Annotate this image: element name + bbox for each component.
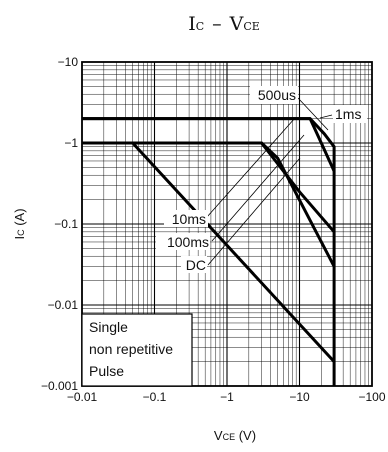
x-tick-labels: −0.01 −0.1 −1 −10 −100: [67, 390, 386, 404]
annotation-dc: DC: [181, 256, 207, 273]
y-axis-label-unit: (A): [12, 208, 27, 229]
label-bg-100ms: [156, 233, 210, 250]
x-axis-label-main: V: [214, 428, 223, 443]
y-tick-labels: −10 −1 −0.1 −0.01 −0.001: [41, 55, 78, 393]
series-line-1ms: [82, 117, 336, 172]
y-tick-label: −10: [58, 55, 79, 69]
chart-title: IC – VCE: [188, 13, 260, 35]
legend-line-2: non repetitive: [89, 341, 173, 357]
label-100ms: 100ms: [167, 234, 209, 250]
x-axis-label-unit: (V): [235, 428, 256, 443]
annotation-100ms: 100ms: [156, 233, 210, 250]
legend-bg: [81, 313, 193, 387]
legend-line-1: Single: [89, 319, 128, 335]
y-tick-label: −0.001: [41, 379, 78, 393]
legend-box: Single non repetitive Pulse: [81, 313, 193, 387]
label-10ms: 10ms: [172, 211, 206, 227]
y-axis-label: IC (A): [12, 208, 27, 239]
x-axis-label-sub: CE: [223, 432, 236, 442]
y-axis-label-sub: C: [16, 229, 26, 236]
annotation-1ms: 1ms: [333, 105, 367, 123]
label-1ms: 1ms: [335, 106, 361, 122]
leader-100ms: [211, 134, 305, 242]
title-suffix-sub: CE: [243, 20, 259, 33]
leader-dc: [207, 157, 301, 266]
label-500us: 500us: [258, 87, 296, 103]
leader-1ms: [319, 114, 333, 119]
annotation-leaders: [206, 97, 333, 266]
soa-curves: [82, 117, 336, 386]
title-dash: –: [212, 13, 222, 35]
leader-10ms: [206, 117, 296, 218]
plot-frame: [81, 61, 373, 387]
x-tick-label: −10: [289, 390, 310, 404]
leader-500us: [297, 97, 329, 131]
series-line-100ms: [82, 141, 336, 268]
x-axis-label: VCE (V): [214, 428, 256, 443]
x-tick-label: −0.1: [143, 390, 167, 404]
y-axis-label-main: I: [12, 236, 27, 240]
label-bg-10ms: [164, 210, 208, 227]
x-tick-label: −100: [358, 390, 385, 404]
label-bg-1ms: [333, 105, 367, 123]
title-prefix: I: [188, 13, 196, 35]
label-dc: DC: [186, 257, 206, 273]
title-suffix: V: [229, 13, 244, 35]
y-tick-label: −0.1: [54, 217, 78, 231]
x-tick-label: −0.01: [67, 390, 98, 404]
label-bg-500us: [250, 86, 298, 104]
y-tick-label: −0.01: [48, 298, 79, 312]
y-tick-label: −1: [64, 136, 78, 150]
annotation-10ms: 10ms: [164, 210, 208, 227]
title-prefix-sub: C: [196, 20, 204, 33]
legend-line-3: Pulse: [89, 363, 124, 379]
series-line-dc: [82, 141, 336, 363]
x-tick-label: −1: [220, 390, 234, 404]
label-bg-dc: [181, 256, 207, 273]
annotation-500us: 500us: [250, 86, 298, 104]
